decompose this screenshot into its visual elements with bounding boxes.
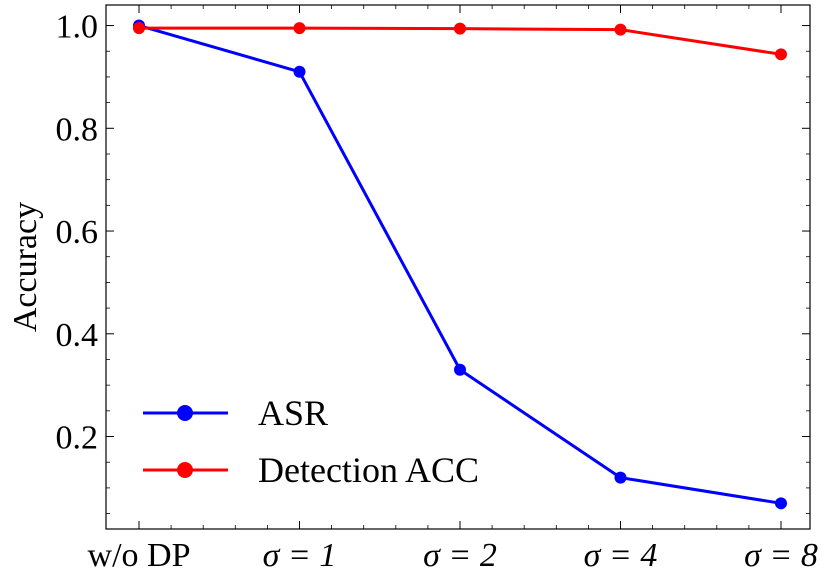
plot-frame xyxy=(105,4,811,530)
data-point-asr xyxy=(454,363,466,376)
x-tick-label: σ = 4 xyxy=(584,537,658,574)
major-ticks xyxy=(106,5,810,529)
data-point-detection-acc xyxy=(775,48,787,61)
x-tick-label: w/o DP xyxy=(88,537,191,574)
y-tick-label: 0.8 xyxy=(56,111,99,148)
data-point-asr xyxy=(293,65,306,78)
series-layer xyxy=(133,19,787,510)
data-point-detection-acc xyxy=(614,23,627,36)
y-tick-labels: 0.2 0.4 0.6 0.8 1.0 xyxy=(56,9,99,457)
y-tick-label: 0.6 xyxy=(56,214,99,251)
legend-marker xyxy=(177,405,193,421)
data-point-asr xyxy=(775,497,787,510)
data-point-asr xyxy=(614,471,627,484)
y-axis-title: Accuracy xyxy=(7,202,44,332)
series-line-asr xyxy=(138,24,782,505)
data-point-detection-acc xyxy=(454,22,466,35)
legend-label: ASR xyxy=(258,393,328,433)
legend: ASR Detection ACC xyxy=(143,393,479,490)
x-tick-label: σ = 2 xyxy=(423,537,497,574)
x-tick-label: σ = 8 xyxy=(744,537,818,574)
y-tick-label: 0.2 xyxy=(56,420,99,457)
x-tick-label: σ = 1 xyxy=(263,537,337,574)
minor-ticks xyxy=(106,5,810,529)
y-tick-label: 1.0 xyxy=(56,9,99,46)
data-point-detection-acc xyxy=(133,22,145,35)
y-tick-label: 0.4 xyxy=(56,317,99,354)
data-point-detection-acc xyxy=(293,22,306,35)
x-tick-labels: w/o DP σ = 1 σ = 2 σ = 4 σ = 8 xyxy=(88,537,818,574)
legend-label: Detection ACC xyxy=(258,450,479,490)
legend-marker xyxy=(177,462,193,478)
